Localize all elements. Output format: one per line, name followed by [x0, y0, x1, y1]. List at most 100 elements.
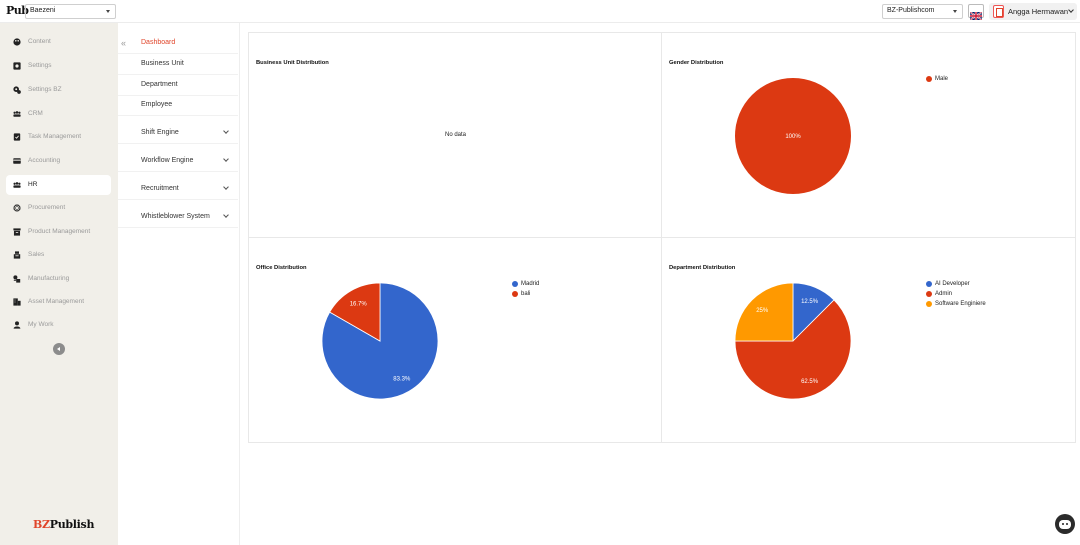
submenu-item-business-unit[interactable]: Business Unit — [118, 54, 238, 75]
panel-title: Business Unit Distribution — [256, 60, 329, 66]
sidebar-item-my-work[interactable]: My Work — [6, 315, 111, 335]
business-unit-distribution-panel: Business Unit Distribution No data — [248, 32, 662, 238]
sidebar-item-label: Task Management — [28, 133, 82, 140]
pie-slice-admin[interactable] — [734, 299, 852, 400]
submenu-item-shift-engine[interactable]: Shift Engine — [118, 123, 238, 144]
chevron-down-icon — [1068, 7, 1074, 13]
pie-slice-male[interactable] — [735, 78, 851, 194]
sidebar-item-label: Accounting — [28, 157, 61, 164]
submenu-item-recruitment[interactable]: Recruitment — [118, 179, 238, 200]
submenu-item-label: Business Unit — [141, 60, 184, 67]
legend-item[interactable]: Madrid — [512, 279, 539, 289]
legend-item[interactable]: Male — [926, 74, 948, 84]
group-icon — [13, 182, 21, 188]
submenu-item-workflow-engine[interactable]: Workflow Engine — [118, 151, 238, 172]
legend-item[interactable]: Admin — [926, 289, 986, 299]
pie-value-label: 100% — [785, 134, 801, 140]
pie-value-label: 12.5% — [801, 299, 819, 305]
legend-swatch — [512, 281, 518, 287]
pie-slice-software-enginiere[interactable] — [734, 282, 794, 342]
sidebar-item-label: Product Management — [28, 228, 91, 235]
sidebar-item-manufacturing[interactable]: Manufacturing — [6, 269, 111, 289]
submenu-item-employee[interactable]: Employee — [118, 95, 238, 116]
chevron-down-icon — [223, 156, 229, 162]
submenu-item-label: Recruitment — [141, 185, 179, 192]
sidebar-item-label: My Work — [28, 321, 54, 328]
snowflake-icon — [13, 204, 21, 212]
legend-item[interactable]: bali — [512, 289, 539, 299]
language-flag-icon[interactable] — [968, 4, 984, 21]
legend-label: Software Enginiere — [935, 301, 986, 307]
sidebar-item-label: Settings BZ — [28, 86, 62, 93]
double-chevron-left-icon[interactable]: « — [121, 38, 127, 48]
chevron-down-icon — [223, 212, 229, 218]
pie-value-label: 83.3% — [393, 377, 411, 383]
sidebar-item-hr[interactable]: HR — [6, 175, 111, 195]
brand-logo: BZPublish — [33, 518, 94, 531]
sidebar-item-content[interactable]: Content — [6, 32, 111, 52]
pie-value-label: 16.7% — [350, 301, 368, 307]
sidebar-item-product-management[interactable]: Product Management — [6, 222, 111, 242]
card-icon — [13, 158, 21, 164]
building-icon — [13, 298, 21, 306]
department-pie-chart: 12.5% 62.5% 25% — [734, 282, 852, 400]
sidebar-item-crm[interactable]: CRM — [6, 104, 111, 124]
sidebar-item-label: Sales — [28, 251, 45, 258]
sidebar-item-settings[interactable]: Settings — [6, 56, 111, 76]
top-bar: Pub Baezeni BZ-Publishcom Angga Hermawan — [0, 0, 1080, 23]
company-select-value: Baezeni — [30, 7, 56, 14]
user-menu[interactable]: Angga Hermawan — [989, 3, 1077, 20]
sidebar-item-settings-bz[interactable]: Settings BZ — [6, 80, 111, 100]
legend-item[interactable]: AI Developer — [926, 279, 986, 289]
caret-down-icon — [106, 10, 110, 13]
main-sidebar: Content Settings Settings BZ CRM Task Ma… — [0, 23, 118, 545]
chart-legend: Male — [926, 74, 948, 84]
submenu-item-label: Dashboard — [141, 39, 176, 46]
company-select[interactable]: Baezeni — [25, 4, 116, 19]
sidebar-item-task-management[interactable]: Task Management — [6, 127, 111, 147]
sidebar-item-label: Manufacturing — [28, 275, 70, 282]
submenu-item-label: Whistleblower System — [141, 213, 210, 220]
submenu-item-dashboard[interactable]: Dashboard — [118, 33, 238, 54]
sidebar-item-procurement[interactable]: Procurement — [6, 198, 111, 218]
submenu-item-whistleblower-system[interactable]: Whistleblower System — [118, 207, 238, 228]
pie-slice-bali[interactable] — [329, 282, 381, 342]
submenu-item-label: Department — [141, 81, 178, 88]
legend-swatch — [512, 291, 518, 297]
submenu-item-label: Shift Engine — [141, 129, 179, 136]
gender-distribution-panel: Gender Distribution 100% Male — [661, 32, 1076, 238]
sidebar-item-sales[interactable]: Sales — [6, 245, 111, 265]
brand-logo-prefix: BZ — [33, 518, 50, 531]
chevron-down-icon — [223, 128, 229, 134]
sidebar-item-label: Procurement — [28, 204, 66, 211]
sidebar-item-accounting[interactable]: Accounting — [6, 151, 111, 171]
legend-swatch — [926, 301, 932, 307]
chevron-down-icon — [223, 184, 229, 190]
legend-swatch — [926, 76, 932, 82]
pie-value-label: 25% — [756, 308, 769, 314]
task-icon — [13, 133, 21, 141]
legend-label: bali — [521, 291, 531, 297]
office-pie-chart: 83.3% 16.7% — [321, 282, 439, 400]
chart-legend: Madrid bali — [512, 279, 539, 299]
palette-icon — [13, 38, 21, 46]
organization-select[interactable]: BZ-Publishcom — [882, 4, 963, 19]
submenu-item-label: Workflow Engine — [141, 157, 194, 164]
panel-title: Gender Distribution — [669, 60, 724, 66]
brand-logo-suffix: Publish — [49, 518, 95, 531]
legend-label: Madrid — [521, 281, 540, 287]
settings-icon — [13, 62, 21, 70]
sidebar-item-label: Settings — [28, 62, 52, 69]
sidebar-item-asset-management[interactable]: Asset Management — [6, 292, 111, 312]
legend-item[interactable]: Software Enginiere — [926, 299, 986, 309]
chat-helper-button[interactable] — [1055, 514, 1075, 534]
app-logo[interactable]: Pub — [6, 4, 29, 17]
legend-label: Admin — [935, 291, 953, 297]
collapse-sidebar-button[interactable] — [53, 343, 65, 355]
submenu-item-department[interactable]: Department — [118, 75, 238, 96]
caret-down-icon — [953, 10, 957, 13]
gender-pie-chart: 100% — [735, 78, 851, 194]
pie-value-label: 62.5% — [801, 379, 819, 385]
factory-icon — [13, 275, 21, 283]
organization-select-value: BZ-Publishcom — [887, 7, 935, 14]
